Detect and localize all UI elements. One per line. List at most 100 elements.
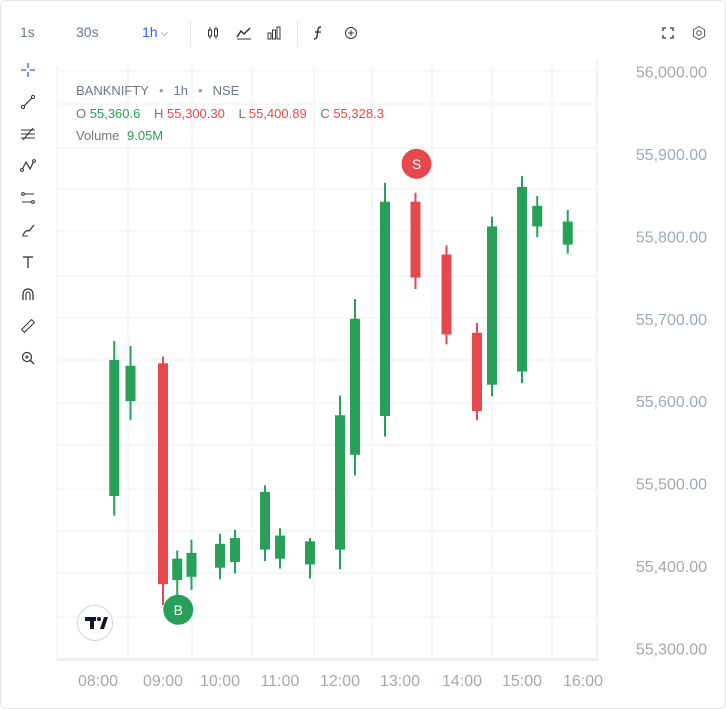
legend-interval: 1h bbox=[173, 83, 188, 98]
settings-icon[interactable] bbox=[691, 25, 707, 41]
legend-high-value: 55,300.30 bbox=[167, 106, 225, 121]
x-tick-label: 10:00 bbox=[200, 673, 240, 690]
candle-up[interactable] bbox=[305, 538, 315, 579]
legend-open-value: 55,360.6 bbox=[89, 106, 141, 121]
y-tick-label: 55,500.00 bbox=[636, 477, 707, 494]
candle-body bbox=[350, 318, 360, 455]
candle-body bbox=[517, 186, 527, 372]
candle-body bbox=[562, 221, 573, 245]
projection-icon[interactable] bbox=[20, 190, 36, 206]
candle-down[interactable] bbox=[410, 192, 421, 290]
candle-up[interactable] bbox=[487, 216, 497, 397]
sell-marker[interactable]: S bbox=[401, 148, 432, 179]
legend-title-row: BANKNIFTY • 1h • NSE bbox=[76, 83, 240, 98]
x-tick-label: 13:00 bbox=[380, 673, 420, 690]
candle-body bbox=[215, 543, 225, 568]
indicators-icon[interactable] bbox=[236, 25, 252, 41]
candle-body bbox=[186, 552, 197, 577]
candle-down[interactable] bbox=[472, 322, 482, 421]
interval-1h-label: 1h bbox=[142, 24, 158, 40]
candle-up[interactable] bbox=[125, 345, 136, 421]
candle-body bbox=[380, 201, 390, 417]
candle-up[interactable] bbox=[275, 528, 285, 569]
brush-icon[interactable] bbox=[20, 222, 36, 238]
interval-30s-button[interactable]: 30s bbox=[76, 24, 99, 40]
candle-body bbox=[125, 365, 136, 402]
x-tick-label: 12:00 bbox=[320, 673, 360, 690]
x-tick-label: 09:00 bbox=[143, 673, 183, 690]
candle-up[interactable] bbox=[260, 485, 270, 562]
pattern-icon[interactable] bbox=[20, 158, 36, 174]
candle-up[interactable] bbox=[532, 195, 543, 238]
fullscreen-icon[interactable] bbox=[660, 25, 676, 41]
candle-up[interactable] bbox=[215, 533, 225, 580]
x-tick-label: 08:00 bbox=[78, 673, 118, 690]
x-tick-label: 15:00 bbox=[502, 673, 542, 690]
candle-body bbox=[109, 360, 120, 497]
y-tick-label: 55,700.00 bbox=[636, 312, 707, 329]
y-tick-label: 55,400.00 bbox=[636, 559, 707, 576]
legend-volume-row: Volume 9.05M bbox=[76, 128, 163, 143]
ruler-icon[interactable] bbox=[20, 318, 36, 334]
x-tick-label: 16:00 bbox=[563, 673, 603, 690]
y-tick-label: 55,300.00 bbox=[636, 642, 707, 659]
y-tick-label: 55,600.00 bbox=[636, 394, 707, 411]
candle-down[interactable] bbox=[158, 356, 168, 605]
legend-high-label: H bbox=[153, 106, 164, 121]
candle-up[interactable] bbox=[109, 341, 120, 516]
candle-body bbox=[275, 535, 285, 559]
candle-body bbox=[260, 491, 270, 550]
candles-icon[interactable] bbox=[205, 25, 221, 41]
interval-1h-button[interactable]: 1h ⌵ bbox=[142, 24, 168, 40]
marker-label: S bbox=[412, 156, 421, 172]
crosshair-icon[interactable] bbox=[20, 62, 36, 78]
trendline-icon[interactable] bbox=[20, 94, 36, 110]
candle-up[interactable] bbox=[350, 299, 360, 476]
candle-body bbox=[532, 205, 543, 227]
legend-volume-label: Volume bbox=[76, 128, 120, 143]
bars-icon[interactable] bbox=[266, 25, 282, 41]
candle-up[interactable] bbox=[517, 176, 527, 384]
candle-up[interactable] bbox=[172, 550, 183, 596]
candle-down[interactable] bbox=[441, 245, 452, 345]
legend-close-label: C bbox=[320, 106, 330, 121]
x-tick-label: 14:00 bbox=[442, 673, 482, 690]
function-icon[interactable] bbox=[311, 25, 327, 41]
add-icon[interactable] bbox=[343, 25, 359, 41]
top-toolbar: 1s 30s 1h ⌵ bbox=[0, 0, 726, 66]
marker-label: B bbox=[174, 602, 183, 618]
buy-marker[interactable]: B bbox=[163, 594, 194, 625]
candle-body bbox=[335, 415, 345, 550]
candle-body bbox=[305, 541, 315, 565]
legend-open-label: O bbox=[76, 106, 87, 121]
candle-body bbox=[410, 201, 421, 278]
legend-ohlc-row: O 55,360.6 H 55,300.30 L 55,400.89 C 55,… bbox=[76, 106, 384, 121]
tradingview-logo[interactable] bbox=[77, 605, 113, 641]
magnet-icon[interactable] bbox=[20, 286, 36, 302]
candle-body bbox=[172, 558, 183, 581]
legend-exchange: NSE bbox=[212, 83, 240, 98]
candle-up[interactable] bbox=[380, 182, 390, 437]
interval-1s-button[interactable]: 1s bbox=[20, 24, 35, 40]
marker-circle bbox=[163, 594, 194, 625]
legend-low-label: L bbox=[238, 106, 246, 121]
candle-body bbox=[441, 254, 452, 335]
candle-body bbox=[472, 332, 482, 412]
candle-up[interactable] bbox=[562, 209, 573, 254]
marker-circle bbox=[401, 148, 432, 179]
tradingview-logo-icon bbox=[85, 617, 108, 629]
legend-low-value: 55,400.89 bbox=[248, 106, 307, 121]
zoom-in-icon[interactable] bbox=[20, 350, 36, 366]
text-icon[interactable] bbox=[20, 254, 36, 270]
candle-body bbox=[158, 363, 168, 585]
fib-lines-icon[interactable] bbox=[20, 126, 36, 142]
chevron-down-icon: ⌵ bbox=[160, 28, 169, 39]
toolbar-divider bbox=[297, 20, 298, 46]
candle-up[interactable] bbox=[335, 395, 345, 570]
candle-up[interactable] bbox=[230, 529, 240, 574]
candle-up[interactable] bbox=[186, 539, 197, 590]
legend-symbol: BANKNIFTY bbox=[76, 83, 149, 98]
legend-volume-value: 9.05M bbox=[127, 128, 164, 143]
